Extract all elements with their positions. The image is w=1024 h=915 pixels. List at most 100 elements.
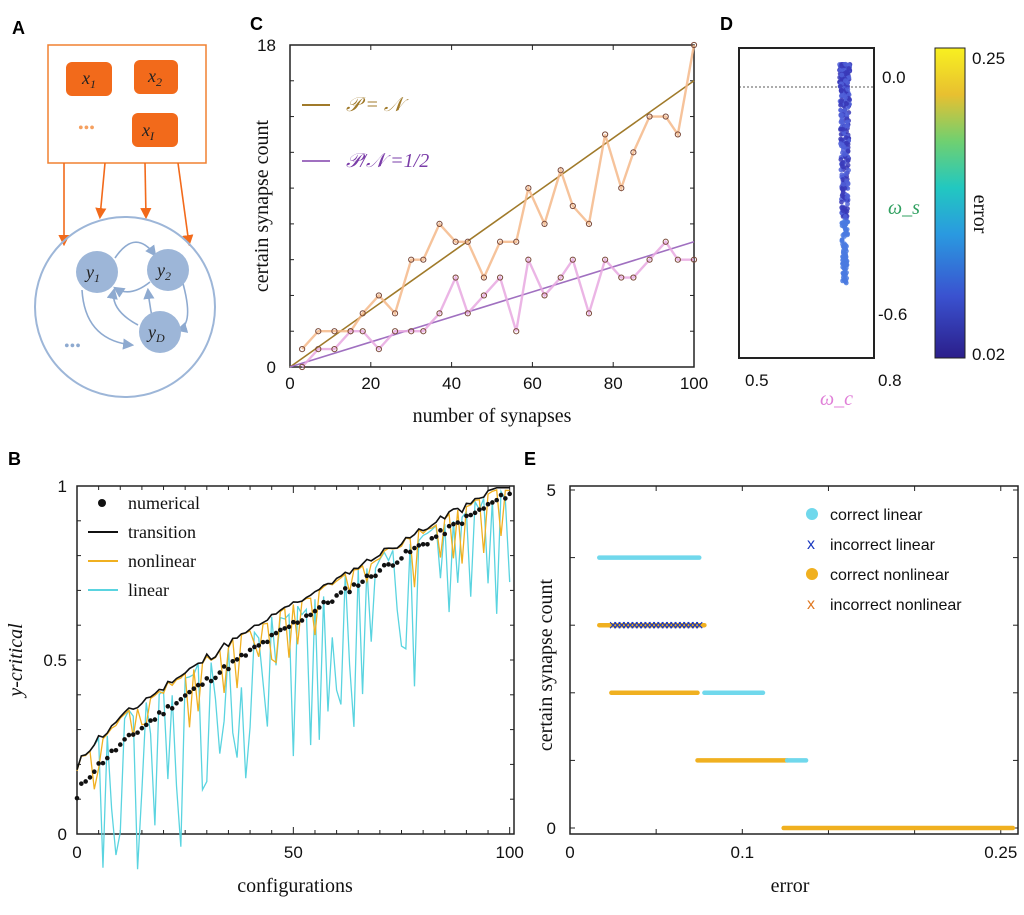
svg-text:yD: yD xyxy=(146,322,165,345)
panel-b: B 0 50 100 0 0.5 1 numerical transition nonline… xyxy=(5,449,524,897)
panel-b-numerical-point xyxy=(304,613,309,618)
panel-b-numerical-point xyxy=(507,491,512,497)
panel-c-point xyxy=(496,238,504,245)
panel-c-point xyxy=(436,220,443,227)
panel-b-ticks: 0 50 100 0 0.5 1 xyxy=(43,477,524,862)
panel-b-numerical-point xyxy=(381,562,387,568)
panel-d-point xyxy=(839,186,845,191)
panel-b-numerical-point xyxy=(364,573,370,579)
panel-b-xtick-label: 0 xyxy=(72,843,81,862)
panel-b-numerical-point xyxy=(104,755,110,761)
input-arrows xyxy=(58,162,194,247)
panel-c-point xyxy=(391,310,399,317)
panel-e-legend-label: incorrect nonlinear xyxy=(830,597,962,614)
panel-b-numerical-point xyxy=(213,675,218,681)
panel-c-point xyxy=(299,363,306,371)
panel-d-point xyxy=(838,102,843,108)
panel-c-point xyxy=(464,238,471,245)
panel-e-xtick-label: 0.1 xyxy=(730,843,754,862)
panel-b-numerical-point xyxy=(260,639,266,645)
input-dots: ••• xyxy=(78,120,95,137)
panel-e-legend-label: incorrect linear xyxy=(830,537,936,554)
panel-b-numerical-point xyxy=(221,664,227,669)
panel-c-fits xyxy=(289,80,695,368)
panel-b-numerical-point xyxy=(455,520,461,525)
legend-text-half: 𝒫/𝒩 =1/2 xyxy=(346,150,429,172)
panel-c-point xyxy=(299,346,306,353)
panel-c-series-line xyxy=(301,44,696,350)
panel-b-numerical-point xyxy=(438,528,443,533)
panel-c-point xyxy=(408,328,415,335)
panel-b-numerical-point xyxy=(312,608,318,614)
panel-c-point xyxy=(585,220,593,227)
panel-c-point xyxy=(525,185,532,192)
panel-d-points xyxy=(837,61,853,286)
panel-c-point xyxy=(420,328,427,335)
panel-b-legend-label: linear xyxy=(128,580,169,600)
panel-c-ticks: 0 20 40 60 80 100 0 18 xyxy=(257,36,708,393)
panel-d-point xyxy=(838,98,844,104)
panel-b-numerical-point xyxy=(226,666,231,672)
panel-c-point xyxy=(480,292,488,299)
panel-c-point xyxy=(359,310,366,317)
panel-b-numerical-point xyxy=(342,586,348,591)
panel-c-point xyxy=(391,328,399,335)
panel-e-legend-label: correct nonlinear xyxy=(830,567,950,584)
panel-b-numerical-point xyxy=(464,513,469,519)
panel-c-fit-line xyxy=(289,80,695,368)
panel-c-ytick-label: 18 xyxy=(257,36,276,55)
panel-d-point xyxy=(843,95,848,101)
panel-b-numerical-point xyxy=(394,560,400,565)
panel-c-point xyxy=(646,113,653,120)
panel-c-point xyxy=(690,256,698,263)
panel-d-frame xyxy=(738,47,875,359)
panel-c-ytick-label: 0 xyxy=(267,358,276,377)
panel-b-numerical-point xyxy=(100,760,106,766)
panel-b-numerical-point xyxy=(286,624,292,630)
panel-b-transition-line xyxy=(76,486,510,771)
panel-c-point xyxy=(674,131,681,138)
panel-d-point xyxy=(844,195,850,200)
panel-d-point xyxy=(843,278,849,284)
panel-c-point xyxy=(436,310,443,317)
panel-c-point xyxy=(480,274,488,281)
panel-b-numerical-point xyxy=(503,496,508,501)
panel-b-numerical-point xyxy=(273,630,279,636)
panel-d-point xyxy=(843,100,849,106)
panel-b-numerical-point xyxy=(412,545,417,551)
panel-e-bands xyxy=(597,555,1016,831)
panel-e-legend-marker: x xyxy=(807,536,815,553)
panel-b-numerical-point xyxy=(169,706,175,711)
panel-d-ylabel: ω_s xyxy=(888,197,920,219)
panel-d-point xyxy=(846,167,851,173)
panel-b-numerical-point xyxy=(468,512,474,518)
panel-c-point xyxy=(331,328,338,335)
panel-c-point xyxy=(630,149,637,156)
panel-d-point xyxy=(840,177,846,182)
panel-d-point xyxy=(845,201,850,207)
panel-d-point xyxy=(841,224,847,229)
input-x1: x1 xyxy=(66,62,112,96)
panel-b-numerical-point xyxy=(481,506,487,511)
panel-d-point xyxy=(844,178,849,184)
panel-b-numerical-point xyxy=(368,574,374,579)
panel-b-numerical-point xyxy=(130,732,136,737)
panel-b-ytick-label: 0.5 xyxy=(43,651,67,670)
panel-b-numerical-point xyxy=(247,647,253,653)
panel-c-point xyxy=(674,256,681,263)
panel-b-numerical-point xyxy=(113,747,119,753)
panel-c-frame xyxy=(289,44,695,368)
panel-b-numerical-point xyxy=(373,573,378,579)
panel-c-xtick-label: 100 xyxy=(680,374,708,393)
panel-d-point xyxy=(844,112,850,117)
panel-b-numerical-point xyxy=(485,501,491,507)
panel-d-point xyxy=(845,206,850,212)
panel-d-point xyxy=(843,256,849,262)
panel-b-numerical-point xyxy=(334,593,339,598)
panel-b-numerical-point xyxy=(420,541,426,547)
panel-b-numerical-point xyxy=(338,590,344,595)
panel-c-point xyxy=(630,274,637,281)
panel-d-point xyxy=(841,248,846,254)
panel-b-numerical-point xyxy=(152,717,158,722)
